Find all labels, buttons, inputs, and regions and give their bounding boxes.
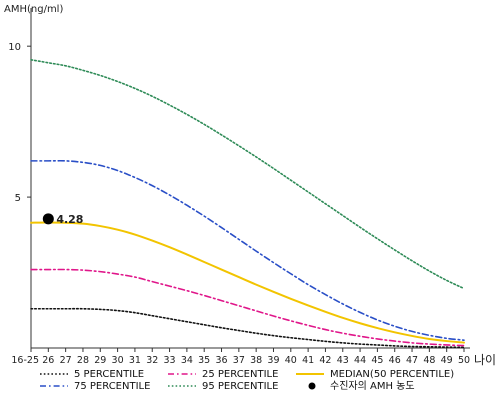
x-tick-label: 48 [423,355,435,366]
x-tick-label: 29 [94,355,106,366]
x-tick-label: 38 [250,355,262,366]
legend-label-5-percentile: 5 PERCENTILE [74,369,144,380]
series-line-75-percentile [30,159,465,341]
x-tick-label: 16-25 [11,355,39,366]
y-axis-label: AMH(ng/ml) [4,4,63,15]
x-tick-label: 28 [77,355,89,366]
x-tick-label: 32 [146,355,158,366]
x-tick-label: 36 [215,355,227,366]
x-tick-label: 41 [302,355,314,366]
series-line-median-50-percentile [30,221,465,344]
legend-label-25-percentile: 25 PERCENTILE [202,369,278,380]
x-tick-label: 42 [319,355,331,366]
legend: 5 PERCENTILE 25 PERCENTILE MEDIAN(50 PERCE… [40,369,454,392]
x-tick-label: 46 [389,355,401,366]
x-axis-label: 나이 [474,353,496,367]
legend-label-median-50-percentile: MEDIAN(50 PERCENTILE) [330,369,454,380]
legend-label-patient-amh: 수진자의 AMH 농도 [330,380,415,392]
legend-label-75-percentile: 75 PERCENTILE [74,381,150,392]
patient-amh-value-label: 4.28 [56,213,83,226]
series-lines [30,58,465,349]
x-tick-label: 43 [337,355,349,366]
x-tick-label: 40 [285,355,297,366]
x-tick-label: 50 [458,355,470,366]
x-tick-label: 31 [129,355,141,366]
x-tick-label: 47 [406,355,418,366]
x-tick-label: 26 [42,355,54,366]
y-tick-label: 10 [8,42,21,53]
patient-amh-point [42,213,54,225]
axes: AMH(ng/ml) 5 10 16-25 26 27 28 29 30 31 32 33 34 35 36… [4,4,496,367]
x-tick-label: 44 [354,355,366,366]
series-line-95-percentile [30,58,465,290]
x-tick-label: 34 [181,355,193,366]
patient-marker: 4.28 [42,213,83,226]
x-tick-label: 49 [441,355,453,366]
x-tick-label: 45 [371,355,383,366]
legend-label-95-percentile: 95 PERCENTILE [202,381,278,392]
series-line-5-percentile [30,307,465,349]
series-line-25-percentile [30,268,465,347]
legend-swatch-patient-amh [308,382,316,390]
y-tick-label: 5 [15,193,21,204]
x-tick-label: 35 [198,355,210,366]
x-tick-label: 27 [60,355,72,366]
x-tick-label: 33 [164,355,176,366]
x-tick-label: 37 [233,355,245,366]
x-tick-label: 30 [112,355,124,366]
x-tick-label: 39 [267,355,279,366]
